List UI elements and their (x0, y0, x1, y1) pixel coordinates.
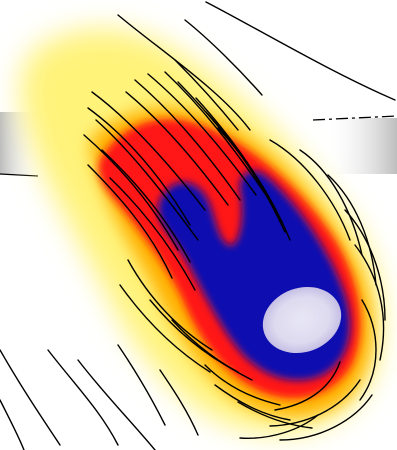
nucleus (262, 286, 342, 354)
